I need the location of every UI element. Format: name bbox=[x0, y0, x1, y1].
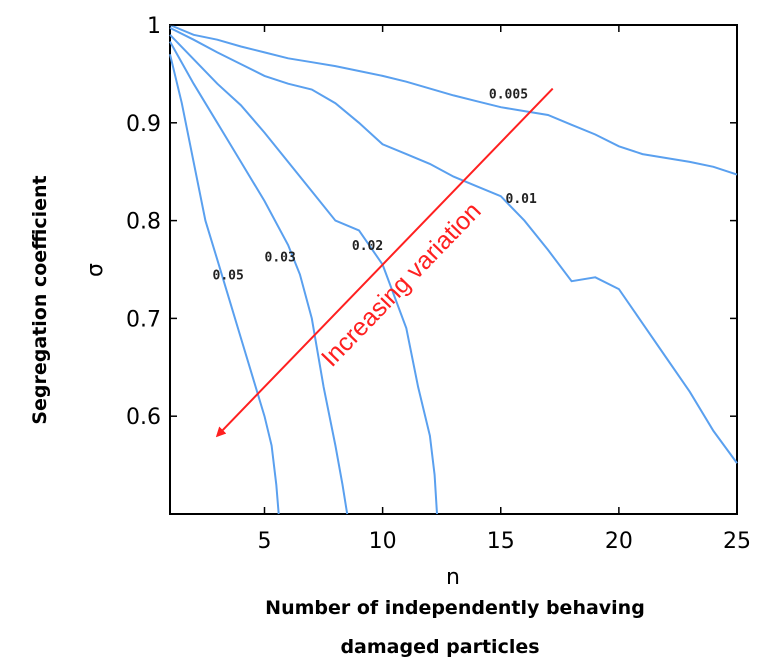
y-axis-symbol: σ bbox=[83, 263, 108, 277]
plot-frame bbox=[169, 24, 738, 515]
x-tick-label-0: 5 bbox=[258, 529, 272, 554]
series-label-1: 0.01 bbox=[506, 192, 537, 207]
x-axis-label-line1: Number of independently behaving bbox=[265, 597, 645, 619]
x-tick-label-2: 15 bbox=[487, 529, 515, 554]
y-tick-label-4: 1 bbox=[147, 14, 161, 39]
series-line-0 bbox=[169, 24, 738, 176]
series-line-4 bbox=[169, 54, 280, 515]
series-line-1 bbox=[169, 27, 738, 464]
curve-label-layer: 0.005 0.01 0.02 0.03 0.05 bbox=[213, 87, 537, 283]
x-tick-label-1: 10 bbox=[369, 529, 397, 554]
series-label-4: 0.05 bbox=[213, 268, 244, 283]
series-label-3: 0.03 bbox=[265, 251, 296, 266]
series-label-0: 0.005 bbox=[489, 87, 528, 102]
x-axis-symbol: n bbox=[446, 565, 460, 590]
y-tick-label-2: 0.8 bbox=[126, 210, 161, 235]
series-line-3 bbox=[169, 41, 349, 515]
y-tick-layer: 0.6 0.7 0.8 0.9 1 bbox=[126, 14, 737, 430]
x-tick-layer: 5 10 15 20 25 bbox=[258, 25, 751, 554]
x-tick-label-3: 20 bbox=[605, 529, 633, 554]
series-label-2: 0.02 bbox=[352, 239, 383, 254]
y-axis-label: Segregation coefficient bbox=[29, 175, 51, 424]
annotation-arrow bbox=[215, 87, 554, 438]
series-line-2 bbox=[169, 34, 438, 515]
y-tick-label-1: 0.7 bbox=[126, 307, 161, 332]
series-layer bbox=[169, 24, 738, 515]
x-axis-label-line2: damaged particles bbox=[340, 636, 539, 658]
y-tick-label-3: 0.9 bbox=[126, 112, 161, 137]
x-tick-label-4: 25 bbox=[723, 529, 751, 554]
y-tick-label-0: 0.6 bbox=[126, 405, 161, 430]
